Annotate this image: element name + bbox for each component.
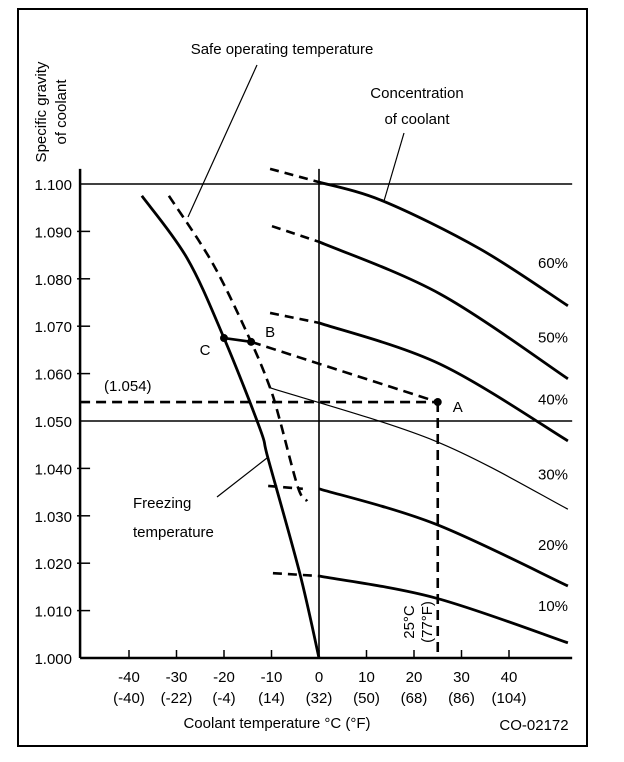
y-tick-label: 1.050	[34, 414, 72, 431]
x-axis-title: Coolant temperature °C (°F)	[183, 715, 370, 732]
concentration-leader	[383, 132, 405, 202]
concentration-curve-30pct	[269, 387, 569, 510]
temp-readout-celsius: 25°C	[401, 605, 418, 639]
series-label-40pct: 40%	[538, 392, 568, 409]
c-to-b-line	[223, 336, 252, 344]
safe-operating-temperature-curve	[167, 195, 309, 503]
concentration-curve-10pct	[318, 574, 569, 645]
concentration-extension-20pct	[268, 484, 303, 491]
sg-readout-label: (1.054)	[104, 378, 152, 395]
x-tick-label: -40	[118, 669, 140, 686]
b-to-a-dashed-line	[250, 340, 439, 404]
x-tick-sublabel: (32)	[306, 690, 333, 707]
y-tick-label: 1.000	[34, 651, 72, 668]
point-label-b: B	[265, 324, 275, 341]
series-label-10pct: 10%	[538, 598, 568, 615]
series-label-50pct: 50%	[538, 330, 568, 347]
y-axis-title-line2: of coolant	[53, 79, 70, 145]
concentration-label-line1: Concentration	[370, 85, 463, 102]
safe-operating-leader	[187, 64, 258, 218]
y-tick-label: 1.010	[34, 604, 72, 621]
point-label-c: C	[200, 342, 211, 359]
concentration-label-line2: of coolant	[384, 111, 450, 128]
freezing-leader	[216, 457, 268, 498]
x-tick-label: 40	[501, 669, 518, 686]
x-tick-label: 10	[358, 669, 375, 686]
y-tick-label: 1.080	[34, 272, 72, 289]
x-tick-sublabel: (86)	[448, 690, 475, 707]
concentration-curve-60pct	[318, 180, 569, 307]
series-label-30pct: 30%	[538, 467, 568, 484]
y-tick-label: 1.040	[34, 461, 72, 478]
concentration-extension-50pct	[271, 224, 320, 244]
concentration-extension-40pct	[269, 311, 320, 325]
series-label-60pct: 60%	[538, 255, 568, 272]
point-c	[220, 334, 228, 343]
y-axis-title: Specific gravity of coolant	[33, 61, 70, 162]
y-tick-label: 1.100	[34, 177, 72, 194]
point-label-a: A	[453, 399, 463, 416]
x-tick-sublabel: (50)	[353, 690, 380, 707]
x-tick-sublabel: (68)	[401, 690, 428, 707]
x-tick-label: -30	[166, 669, 188, 686]
safe-operating-label: Safe operating temperature	[191, 41, 374, 58]
freezing-temperature-curve	[140, 195, 321, 659]
series-label-20pct: 20%	[538, 537, 568, 554]
y-tick-label: 1.070	[34, 319, 72, 336]
concentration-curve-40pct	[318, 321, 569, 443]
temp-readout-label: 25°C (77°F)	[401, 601, 436, 643]
point-a	[433, 398, 442, 407]
x-tick-sublabel: (-4)	[212, 690, 235, 707]
x-tick-label: 20	[406, 669, 423, 686]
y-axis-title-line1: Specific gravity	[33, 61, 50, 162]
concentration-curve-20pct	[318, 487, 569, 588]
x-tick-label: 30	[453, 669, 470, 686]
x-tick-label: -10	[261, 669, 283, 686]
y-tick-label: 1.090	[34, 224, 72, 241]
y-tick-label: 1.030	[34, 509, 72, 526]
x-tick-label: 0	[315, 669, 323, 686]
x-tick-sublabel: (14)	[258, 690, 285, 707]
x-tick-sublabel: (104)	[491, 690, 526, 707]
figure-frame	[17, 8, 588, 747]
concentration-extension-10pct	[272, 571, 320, 578]
x-tick-sublabel: (-22)	[161, 690, 193, 707]
point-b	[247, 337, 256, 346]
x-tick-label: -20	[213, 669, 235, 686]
figure-id: CO-02172	[499, 717, 568, 734]
temp-readout-fahrenheit: (77°F)	[419, 601, 436, 643]
x-tick-sublabel: (-40)	[113, 690, 145, 707]
concentration-curve-50pct	[318, 240, 569, 380]
freezing-label-line2: temperature	[133, 524, 214, 541]
y-tick-label: 1.060	[34, 367, 72, 384]
y-tick-label: 1.020	[34, 556, 72, 573]
concentration-extension-60pct	[269, 167, 320, 184]
freezing-label-line1: Freezing	[133, 495, 191, 512]
